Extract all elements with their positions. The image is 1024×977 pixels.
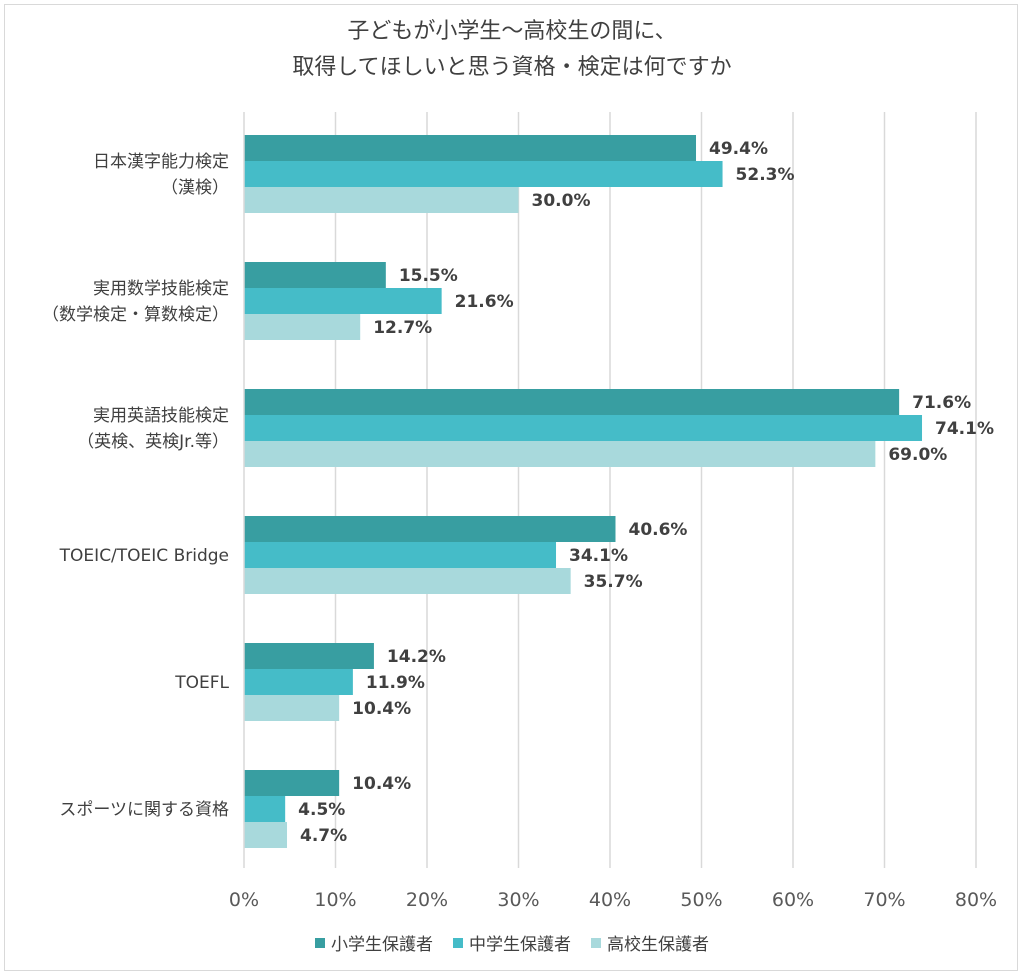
legend-swatch (453, 937, 463, 948)
data-label: 49.4% (709, 139, 768, 159)
chart-title-line-2: 取得してほしいと思う資格・検定は何ですか (292, 55, 732, 80)
legend-item: 中学生保護者 (453, 930, 571, 955)
bar (244, 187, 519, 213)
legend-swatch (591, 937, 601, 948)
chart-title: 子どもが小学生～高校生の間に、 取得してほしいと思う資格・検定は何ですか (0, 14, 1024, 86)
x-tick-label: 20% (406, 889, 448, 911)
category-label: （英検、英検Jr.等） (77, 432, 229, 452)
data-label: 34.1% (569, 546, 628, 566)
x-tick-label: 40% (589, 889, 631, 911)
data-label: 40.6% (628, 520, 687, 540)
data-label: 10.4% (352, 774, 411, 794)
legend-label: 高校生保護者 (607, 935, 709, 955)
bar (244, 669, 353, 695)
data-label: 71.6% (912, 393, 971, 413)
data-label: 12.7% (373, 318, 432, 338)
bar (244, 441, 876, 467)
bar (244, 516, 616, 542)
data-label: 21.6% (455, 292, 514, 312)
category-label: 日本漢字能力検定 (93, 152, 229, 172)
category-label: 実用英語技能検定 (93, 406, 229, 426)
data-label: 69.0% (888, 445, 947, 465)
bar (244, 314, 361, 340)
category-label: （数学検定・算数検定） (42, 305, 229, 325)
data-label: 14.2% (387, 647, 446, 667)
bar (244, 568, 571, 594)
bar (244, 135, 697, 161)
bar (244, 643, 374, 669)
data-label: 11.9% (366, 673, 425, 693)
category-label: TOEIC/TOEIC Bridge (59, 546, 229, 566)
legend-item: 高校生保護者 (591, 930, 709, 955)
category-label: （漢検） (161, 178, 229, 198)
x-tick-label: 30% (497, 889, 539, 911)
data-label: 74.1% (935, 419, 994, 439)
data-label: 30.0% (532, 191, 591, 211)
category-label: スポーツに関する資格 (59, 800, 229, 820)
bar (244, 262, 386, 288)
category-label: TOEFL (174, 673, 229, 693)
legend-item: 小学生保護者 (315, 930, 433, 955)
data-label: 52.3% (736, 165, 795, 185)
x-tick-label: 70% (863, 889, 905, 911)
x-tick-label: 60% (772, 889, 814, 911)
bar (244, 542, 557, 568)
bar (244, 161, 723, 187)
category-label: 実用数学技能検定 (93, 279, 229, 299)
x-tick-label: 50% (680, 889, 722, 911)
legend-label: 小学生保護者 (331, 935, 433, 955)
bar (244, 796, 286, 822)
chart-title-line-1: 子どもが小学生～高校生の間に、 (347, 19, 677, 44)
bar (244, 822, 288, 848)
data-label: 4.5% (298, 800, 345, 820)
legend-swatch (315, 937, 325, 948)
legend-label: 中学生保護者 (469, 935, 571, 955)
bar (244, 770, 340, 796)
x-tick-label: 80% (955, 889, 997, 911)
x-tick-label: 10% (314, 889, 356, 911)
bar (244, 695, 340, 721)
bar (244, 389, 900, 415)
bar (244, 288, 442, 314)
data-label: 4.7% (300, 826, 347, 846)
x-tick-label: 0% (229, 889, 259, 911)
data-label: 10.4% (352, 699, 411, 719)
data-label: 35.7% (584, 572, 643, 592)
data-label: 15.5% (399, 266, 458, 286)
chart-legend: 小学生保護者 中学生保護者 高校生保護者 (0, 930, 1024, 955)
bar (244, 415, 923, 441)
